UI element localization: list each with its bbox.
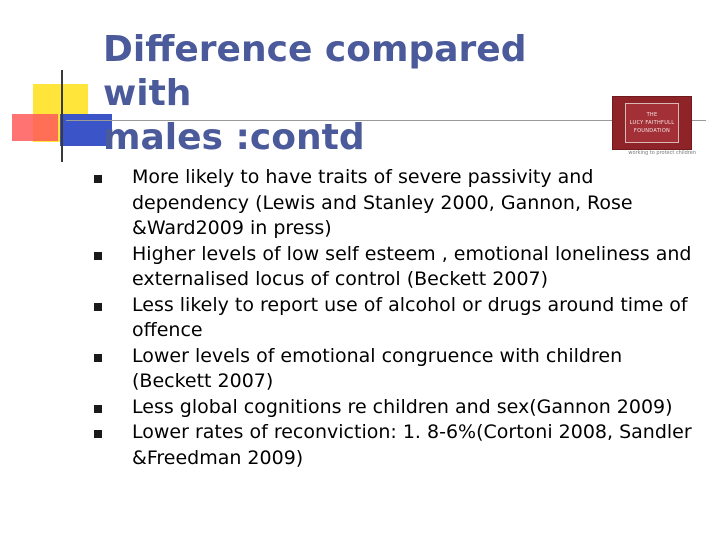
decor-blue-square	[60, 114, 112, 146]
bullet-item: Less likely to report use of alcohol or …	[94, 293, 704, 344]
logo-text-line-1: THE	[646, 112, 658, 118]
logo-tagline: working to protect children	[628, 150, 696, 156]
bullet-item: Lower levels of emotional congruence wit…	[94, 344, 704, 395]
decor-red-square	[12, 114, 58, 141]
bullet-text: Lower rates of reconviction: 1. 8-6%(Cor…	[132, 421, 692, 469]
bullet-item: Higher levels of low self esteem , emoti…	[94, 242, 704, 293]
bullet-square-icon	[94, 353, 102, 362]
logo-inner-frame: THE LUCY FAITHFULL FOUNDATION	[625, 103, 679, 143]
slide-title-line-1: Difference compared with	[103, 29, 527, 114]
bullet-text: Less global cognitions re children and s…	[132, 395, 673, 418]
bullet-square-icon	[94, 430, 102, 438]
slide-title: Difference compared with males :contd	[103, 28, 623, 160]
bullet-square-icon	[94, 404, 102, 413]
bullet-text: Less likely to report use of alcohol or …	[132, 293, 688, 342]
logo-text-line-2: LUCY FAITHFULL	[629, 120, 675, 126]
foundation-logo: THE LUCY FAITHFULL FOUNDATION	[612, 96, 692, 150]
bullet-list: More likely to have traits of severe pas…	[94, 165, 704, 471]
bullet-square-icon	[94, 175, 102, 183]
title-underline	[66, 120, 706, 121]
decor-vertical-line	[61, 70, 63, 162]
bullet-item: Lower rates of reconviction: 1. 8-6%(Cor…	[94, 420, 704, 471]
bullet-square-icon	[94, 302, 102, 311]
logo-text-line-3: FOUNDATION	[633, 128, 671, 134]
bullet-item: More likely to have traits of severe pas…	[94, 165, 704, 242]
bullet-item: Less global cognitions re children and s…	[94, 395, 704, 421]
slide-title-line-2: males :contd	[103, 117, 365, 158]
bullet-text: Higher levels of low self esteem , emoti…	[132, 242, 692, 291]
bullet-square-icon	[94, 251, 102, 260]
bullet-text: Lower levels of emotional congruence wit…	[132, 344, 623, 393]
bullet-text: More likely to have traits of severe pas…	[132, 166, 633, 239]
